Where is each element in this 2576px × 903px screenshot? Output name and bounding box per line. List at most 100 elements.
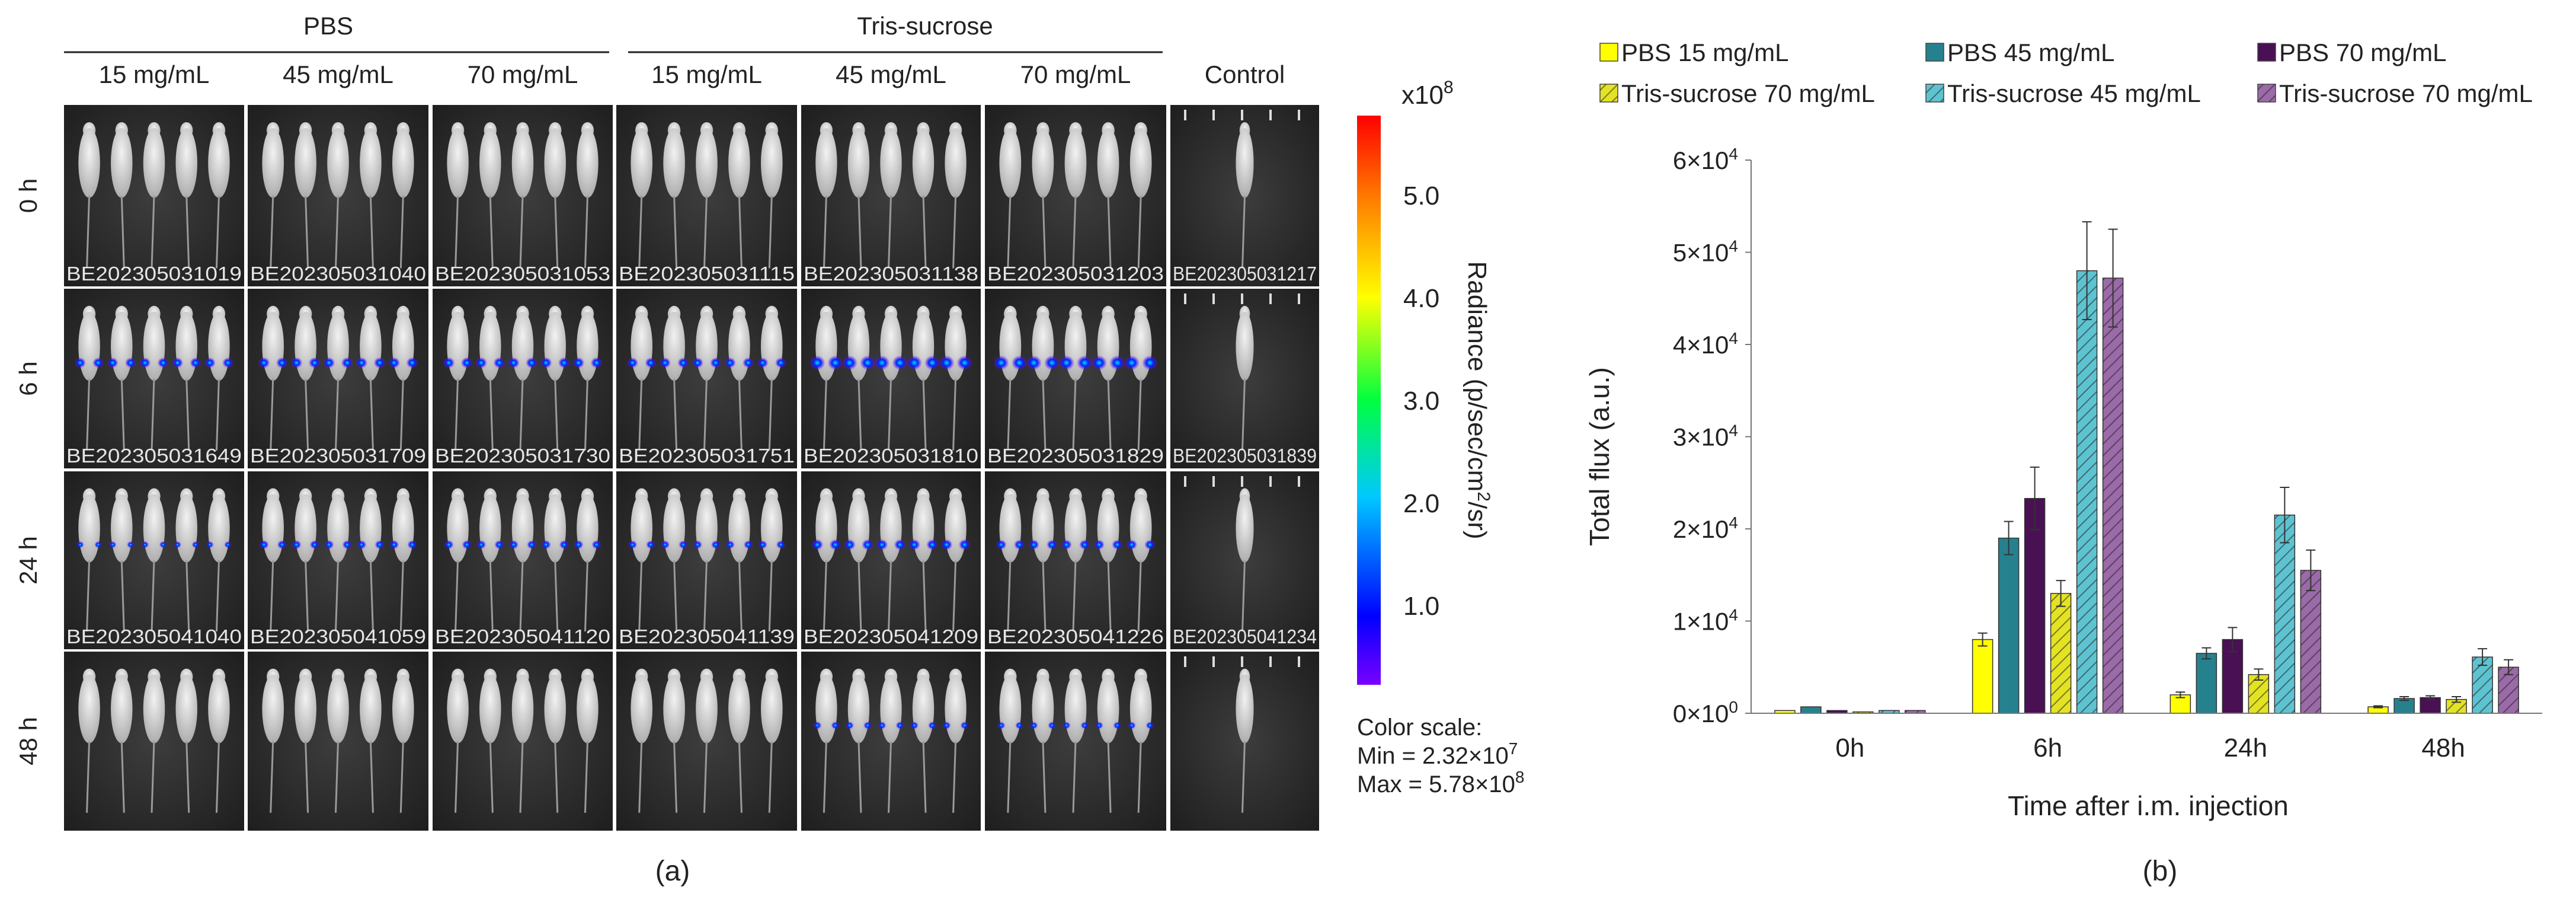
- mouse-body: [208, 128, 230, 198]
- mouse-tail: [554, 378, 559, 451]
- mouse-tail: [554, 195, 559, 269]
- series-pbs-70-mg-ml: [1826, 466, 2441, 714]
- signal-spot: [493, 357, 505, 369]
- mouse-body: [479, 674, 501, 744]
- signal-spot: [997, 722, 1006, 729]
- mouse-body: [847, 494, 870, 563]
- mouse-body: [577, 128, 599, 198]
- mouse: [811, 488, 841, 632]
- mouse-body: [663, 128, 685, 198]
- mouse-tail: [1107, 560, 1112, 632]
- mouse: [111, 122, 133, 269]
- mouse: [1127, 668, 1154, 813]
- mouse-body: [262, 128, 284, 198]
- mouse: [479, 668, 501, 813]
- mouse-tail: [1072, 560, 1077, 632]
- image-id-label: BE202305031138: [804, 263, 978, 285]
- signal-spot: [292, 540, 302, 550]
- mouse: [208, 668, 230, 813]
- mouse-tail: [1241, 195, 1246, 269]
- mouse-tail: [151, 195, 155, 269]
- signal-spot: [190, 357, 201, 368]
- signal-spot: [939, 355, 955, 371]
- mouse-body: [847, 674, 870, 744]
- legend-label: PBS 45 mg/mL: [1947, 39, 2114, 66]
- mouse: [444, 488, 472, 632]
- mouse-tail: [151, 560, 155, 632]
- mouse: [174, 488, 200, 632]
- mouse-tail: [1137, 378, 1142, 451]
- mouse: [940, 488, 971, 632]
- mouse-body: [1097, 494, 1119, 563]
- mouse: [626, 305, 657, 451]
- mouse-tail: [369, 195, 374, 269]
- mouse-tail: [1007, 378, 1012, 451]
- signal-spot: [323, 357, 335, 369]
- signal-spot: [108, 541, 117, 548]
- mouse-tail: [399, 378, 404, 451]
- image-id-label: BE202305031019: [66, 263, 242, 285]
- image-id-label: BE202305031053: [435, 263, 610, 285]
- mouse: [1236, 488, 1254, 632]
- mouse-tail: [1137, 741, 1142, 813]
- mouse-body: [262, 674, 284, 744]
- mouse-tail: [1241, 560, 1246, 632]
- mouse-body: [111, 674, 133, 744]
- mouse-body: [208, 494, 230, 563]
- row-label: 48 h: [14, 717, 42, 765]
- signal-spot: [558, 357, 570, 369]
- mouse-body: [1032, 128, 1054, 198]
- legend-label: PBS 15 mg/mL: [1621, 39, 1788, 66]
- mouse: [141, 488, 167, 632]
- signal-spot: [1145, 722, 1154, 729]
- mouse: [843, 488, 874, 632]
- mouse-tail: [1072, 741, 1077, 813]
- signal-spot: [1076, 355, 1093, 371]
- image-id-label: BE202305041120: [435, 626, 610, 647]
- mouse: [939, 305, 972, 451]
- mouse: [942, 668, 969, 813]
- mouse: [392, 122, 414, 269]
- colorbar-tick-label: 4.0: [1403, 284, 1439, 313]
- mouse-tail: [1007, 741, 1012, 813]
- image-id-label: BE202305041040: [66, 626, 242, 647]
- mouse: [1097, 122, 1119, 269]
- imaging-tile: BE202305041226: [985, 471, 1166, 649]
- mouse-body: [511, 128, 534, 198]
- signal-spot: [942, 721, 951, 730]
- mouse: [945, 122, 967, 269]
- signal-spot: [910, 721, 919, 730]
- imaging-tile: [985, 652, 1166, 831]
- mouse-body: [728, 128, 750, 198]
- mouse-tail: [305, 741, 309, 813]
- mouse-tail: [335, 378, 339, 451]
- x-tick-label: 24h: [2224, 733, 2267, 762]
- mouse-tail: [305, 378, 309, 451]
- mouse-tail: [270, 195, 274, 269]
- mouse-body: [327, 494, 349, 563]
- signal-spot: [572, 357, 585, 369]
- mouse-tail: [399, 560, 404, 632]
- mouse-body: [696, 674, 718, 744]
- colorbar-gradient: [1357, 116, 1381, 685]
- column-header: 70 mg/mL: [1020, 60, 1131, 88]
- legend-entry: Tris-sucrose 45 mg/mL: [1925, 79, 2201, 107]
- mouse: [447, 668, 469, 813]
- mouse-tail: [888, 378, 892, 451]
- mouse-body: [945, 128, 967, 198]
- mouse: [327, 668, 349, 813]
- image-id-label: BE202305031040: [250, 263, 426, 285]
- mouse: [108, 488, 135, 632]
- imaging-tile: BE202305031730: [433, 289, 613, 468]
- mouse: [1029, 668, 1057, 813]
- mouse: [1129, 122, 1152, 269]
- imaging-tile: BE202305031810: [801, 289, 981, 468]
- legend-entry: PBS 70 mg/mL: [2257, 39, 2446, 66]
- series-pbs-15-mg-ml: [1774, 632, 2389, 714]
- imaging-tile: BE202305041059: [248, 471, 428, 649]
- mouse-body: [761, 674, 783, 744]
- mouse-tail: [673, 560, 678, 632]
- mouse-body: [175, 674, 197, 744]
